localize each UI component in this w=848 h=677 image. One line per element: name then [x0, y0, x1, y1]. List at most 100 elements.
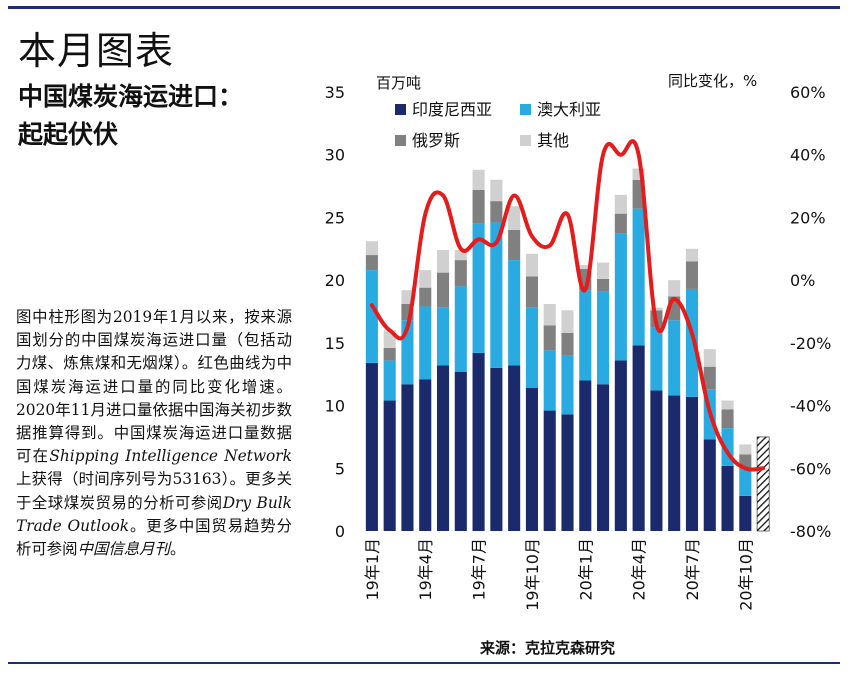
bar-segment-indonesia — [490, 367, 503, 531]
bar-segment-russia — [597, 278, 610, 292]
bar-segment-indonesia — [668, 395, 681, 531]
bar-segment-indonesia — [472, 352, 485, 531]
left-axis-unit: 百万吨 — [376, 74, 422, 92]
bar-segment-indonesia — [525, 388, 538, 531]
bar-segment-other — [543, 303, 556, 326]
bar-segment-russia — [685, 261, 699, 289]
bottom-rule — [8, 662, 840, 664]
bar-estimated — [756, 436, 770, 532]
desc-italic-3: 中国信息月刊 — [77, 540, 170, 559]
legend-label: 其他 — [537, 131, 569, 150]
bar-segment-other — [614, 194, 627, 214]
chart-title-line2: 起起伏伏 — [18, 120, 119, 149]
bar-segment-australia — [739, 469, 752, 496]
bar-segment-indonesia — [632, 345, 645, 531]
x-axis-tick: 20年10月 — [736, 538, 755, 611]
bar-segment-other — [685, 248, 699, 262]
desc-text-2: 上获得（时间序列号为53163）。更多关于全球煤炭贸易的分析可参阅 — [16, 470, 292, 512]
right-axis-tick: -20% — [790, 334, 831, 353]
right-axis-tick: 40% — [790, 146, 826, 165]
right-axis-tick: -60% — [790, 459, 831, 478]
bar-segment-indonesia — [614, 360, 627, 531]
bar-segment-indonesia — [579, 380, 592, 531]
bar-segment-indonesia — [597, 384, 610, 531]
right-axis-tick: -80% — [790, 522, 831, 541]
right-axis-tick: 20% — [790, 208, 826, 227]
bar-segment-australia — [490, 222, 503, 368]
desc-italic-1: Shipping Intelligence Network — [49, 447, 292, 466]
bar-segment-australia — [561, 355, 574, 415]
bar-segment-other — [739, 444, 752, 455]
right-axis-tick: -40% — [790, 397, 831, 416]
bar-segment-australia — [508, 260, 521, 366]
left-axis-tick: 35 — [325, 83, 345, 102]
bar-segment-russia — [472, 189, 485, 224]
chart-title: 中国煤炭海运进口： 起起伏伏 — [18, 78, 318, 154]
bar-segment-indonesia — [721, 465, 734, 531]
bar-segment-australia — [365, 270, 378, 363]
bar-segment-other — [650, 307, 663, 311]
x-axis-tick: 19年1月 — [363, 538, 382, 601]
bar-segment-russia — [419, 287, 432, 307]
bar-segment-indonesia — [543, 410, 556, 531]
bar-segment-australia — [383, 360, 396, 401]
legend-label: 印度尼西亚 — [412, 100, 492, 119]
legend-label: 俄罗斯 — [412, 131, 460, 150]
bar-segment-russia — [490, 201, 503, 223]
bar-segment-other — [721, 400, 734, 410]
bar-segment-russia — [543, 325, 556, 351]
chart-title-line1: 中国煤炭海运进口： — [18, 82, 244, 111]
desc-text-3: 。更多中国贸易趋势分析可参阅 — [16, 516, 292, 559]
bar-segment-australia — [419, 306, 432, 380]
bar-segment-australia — [436, 307, 450, 366]
left-axis-tick: 10 — [325, 397, 345, 416]
x-axis-tick: 20年7月 — [683, 538, 702, 601]
bar-segment-russia — [383, 347, 396, 361]
bar-segment-russia — [525, 276, 538, 308]
bar-segment-australia — [632, 208, 645, 346]
chart-description: 图中柱形图为2019年1月以来，按来源国划分的中国煤炭海运进口量（包括动力煤、炼… — [16, 306, 292, 561]
bar-segment-australia — [472, 223, 485, 353]
desc-text-1: 图中柱形图为2019年1月以来，按来源国划分的中国煤炭海运进口量（包括动力煤、炼… — [16, 308, 292, 466]
bar-segment-other — [508, 206, 521, 230]
bar-segment-other — [436, 250, 450, 273]
legend-swatch — [395, 135, 406, 146]
left-axis-tick: 15 — [325, 334, 345, 353]
bar-segment-other — [525, 253, 538, 277]
left-axis-tick: 20 — [325, 271, 345, 290]
left-axis-tick: 25 — [325, 208, 345, 227]
bar-segment-other — [703, 349, 716, 367]
bar-segment-indonesia — [436, 365, 450, 531]
bar-segment-russia — [614, 213, 627, 234]
bar-segment-australia — [685, 288, 699, 397]
bar-segment-australia — [454, 286, 467, 372]
bar-segment-indonesia — [703, 439, 716, 531]
bar-segment-indonesia — [508, 365, 521, 531]
bar-segment-indonesia — [383, 400, 396, 531]
bar-segment-russia — [454, 260, 467, 287]
bar-segment-other — [561, 310, 574, 333]
bar-segment-russia — [703, 366, 716, 390]
bar-segment-indonesia — [739, 495, 752, 531]
bar-segment-australia — [579, 290, 592, 381]
bar-segment-russia — [508, 229, 521, 261]
legend-swatch — [395, 104, 406, 115]
bar-segment-australia — [614, 233, 627, 361]
x-axis-tick: 19年7月 — [470, 538, 489, 601]
bar-segment-other — [365, 241, 378, 256]
bar-segment-australia — [597, 291, 610, 385]
legend-swatch — [520, 135, 531, 146]
bar-segment-indonesia — [365, 362, 378, 531]
top-rule — [8, 6, 840, 9]
bar-segment-other — [490, 179, 503, 202]
bar-segment-other — [597, 262, 610, 279]
bar-segment-indonesia — [561, 414, 574, 531]
left-axis-tick: 30 — [325, 146, 345, 165]
bar-segment-indonesia — [419, 379, 432, 531]
bar-segment-russia — [561, 332, 574, 356]
bar-segment-indonesia — [650, 390, 663, 531]
page-title: 本月图表 — [18, 29, 175, 73]
yoy-change-line — [369, 139, 766, 472]
bar-segment-australia — [543, 350, 556, 411]
